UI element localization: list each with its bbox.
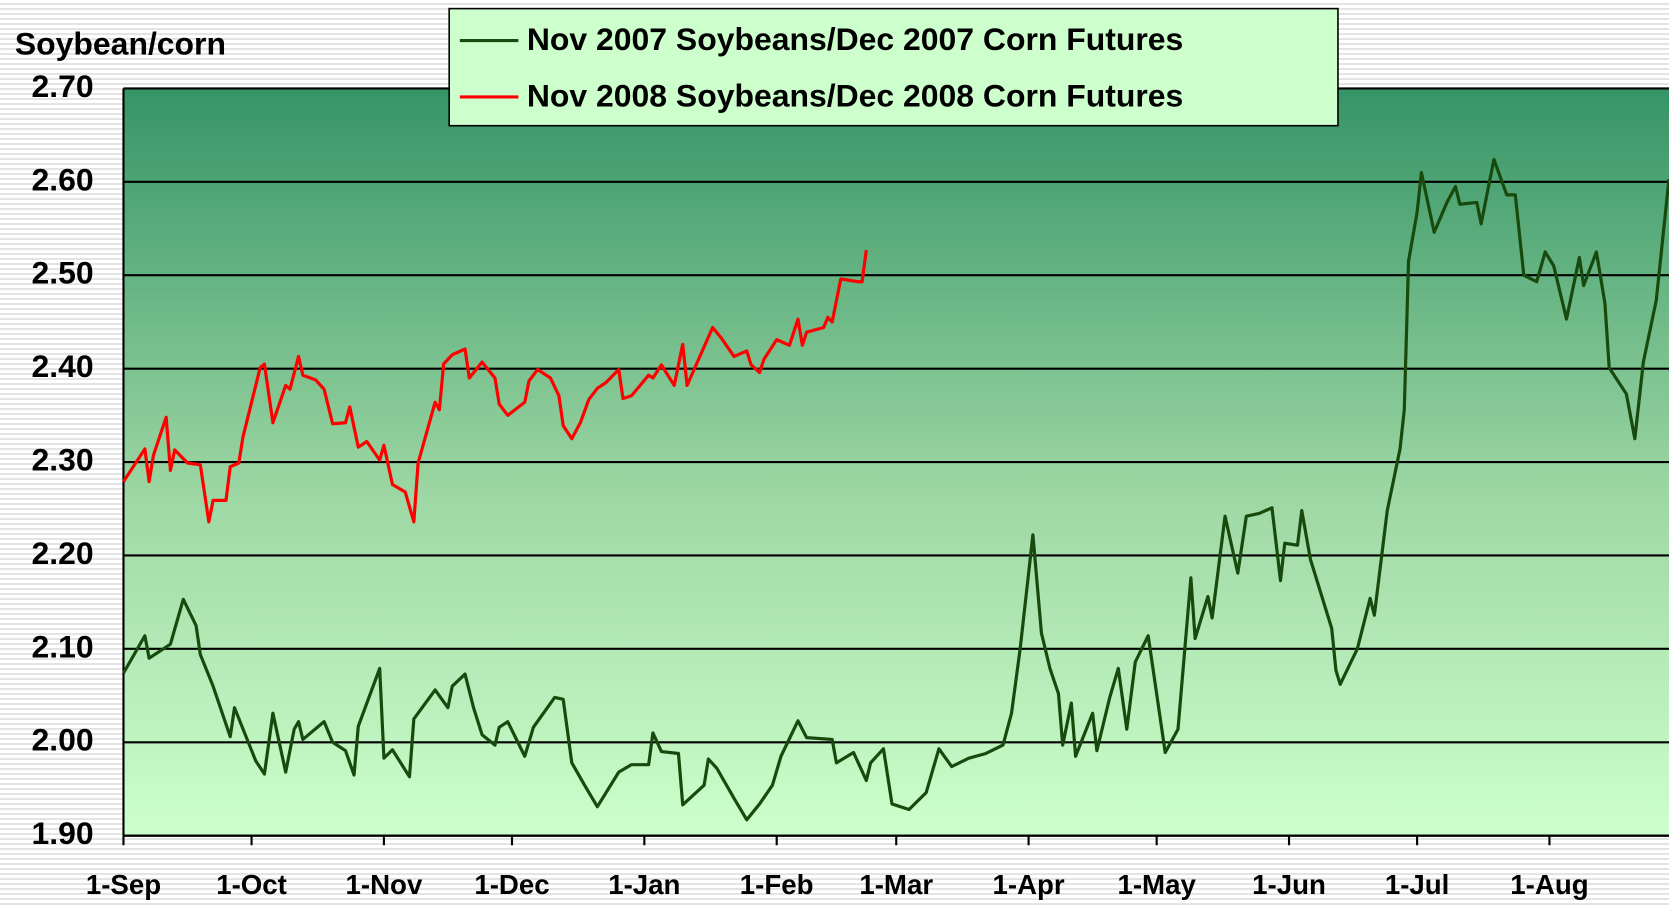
y-axis-label: Soybean/corn bbox=[15, 25, 226, 61]
x-tick-label: 1-Oct bbox=[216, 869, 287, 900]
x-tick-label: 1-Mar bbox=[859, 869, 933, 900]
x-tick-label: 1-Apr bbox=[992, 869, 1064, 900]
series-line bbox=[122, 157, 1669, 822]
y-tick-label: 1.90 bbox=[32, 815, 94, 851]
x-tick-label: 1-Jan bbox=[608, 869, 680, 900]
y-tick-label: 2.40 bbox=[32, 348, 94, 384]
x-tick-label: 1-Feb bbox=[740, 869, 814, 900]
legend-label: Nov 2008 Soybeans/Dec 2008 Corn Futures bbox=[527, 77, 1183, 113]
x-tick-label: 1-Dec bbox=[474, 869, 549, 900]
x-tick-label: 1-Nov bbox=[345, 869, 422, 900]
x-tick-label: 1-Jul bbox=[1385, 869, 1450, 900]
y-tick-label: 2.00 bbox=[32, 722, 94, 758]
x-tick-label: 1-Sep bbox=[86, 869, 161, 900]
y-tick-label: 2.60 bbox=[32, 161, 94, 197]
x-tick-label: 1-Aug bbox=[1510, 869, 1588, 900]
x-tick-label: 1-May bbox=[1117, 869, 1196, 900]
legend-label: Nov 2007 Soybeans/Dec 2007 Corn Futures bbox=[527, 21, 1183, 57]
y-tick-label: 2.10 bbox=[32, 628, 94, 664]
legend-box bbox=[448, 7, 1339, 127]
series-line bbox=[122, 249, 868, 524]
y-tick-label: 2.30 bbox=[32, 441, 94, 477]
legend: Nov 2007 Soybeans/Dec 2007 Corn Futures N… bbox=[448, 7, 1339, 127]
y-tick-label: 2.50 bbox=[32, 255, 94, 291]
y-tick-label: 2.20 bbox=[32, 535, 94, 571]
x-tick-label: 1-Jun bbox=[1252, 869, 1326, 900]
y-tick-label: 2.70 bbox=[32, 68, 94, 104]
